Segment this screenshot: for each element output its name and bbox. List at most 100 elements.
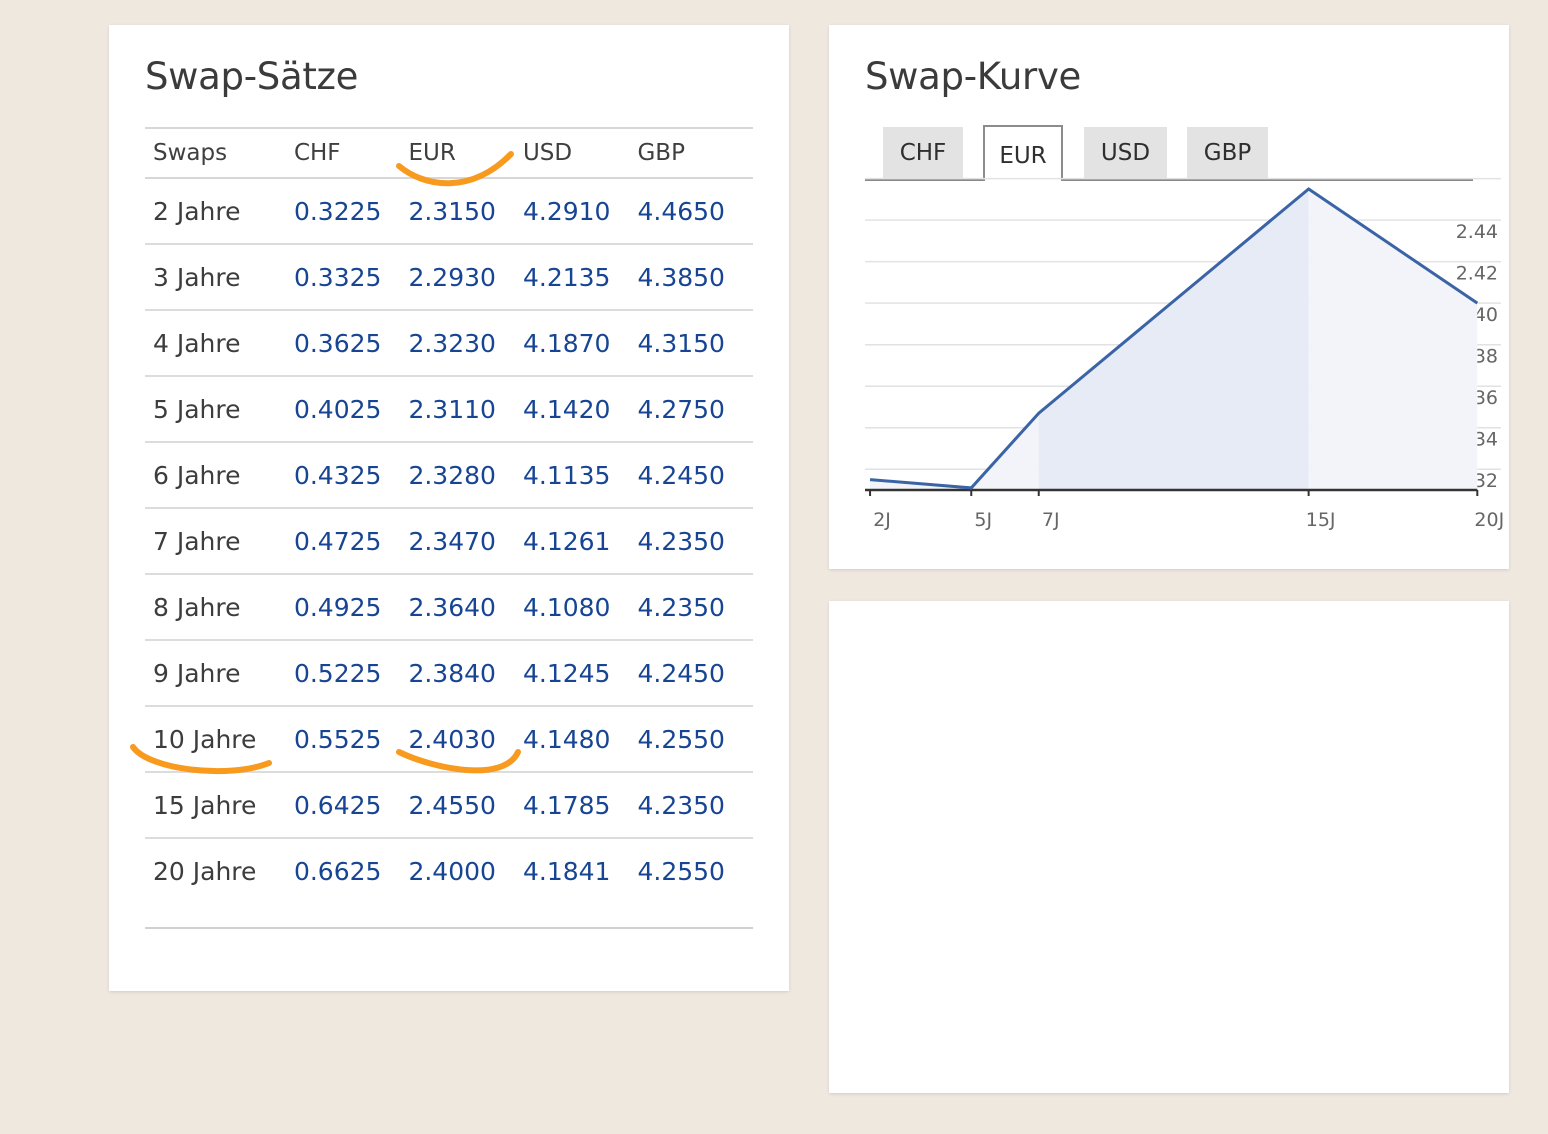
rate-cell-usd: 4.1135 [522, 460, 611, 490]
rate-cell-chf: 0.4725 [293, 526, 382, 556]
tab-usd[interactable]: USD [1084, 127, 1167, 179]
column-header-swaps: Swaps [153, 140, 228, 166]
table-row: 5 Jahre 0.4025 2.3110 4.1420 4.2750 [145, 376, 753, 442]
table-row: 15 Jahre 0.6425 2.4550 4.1785 4.2350 [145, 772, 753, 838]
swap-rates-table: Swaps CHF EUR USD GBP 2 Jahre 0.3225 2.315… [145, 127, 753, 904]
term-cell: 9 Jahre [153, 658, 241, 688]
tab-label: GBP [1203, 140, 1252, 166]
tab-eur[interactable]: EUR [983, 125, 1063, 181]
x-tick-label: 20J [1474, 509, 1504, 531]
table-row: 6 Jahre 0.4325 2.3280 4.1135 4.2450 [145, 442, 753, 508]
rate-cell-eur: 2.3150 [408, 196, 496, 226]
rate-cell-chf: 0.6625 [293, 857, 382, 886]
currency-tabs: CHF EUR USD GBP [865, 125, 1473, 181]
swap-curve-line [869, 187, 1479, 490]
rate-cell-chf: 0.3325 [293, 262, 382, 292]
x-tick-label: 15J [1306, 509, 1336, 531]
tab-chf[interactable]: CHF [883, 127, 963, 179]
column-header-chf: CHF [293, 140, 341, 166]
rate-cell-gbp: 4.2550 [637, 724, 725, 754]
panel-title: Swap-Kurve [865, 55, 1082, 98]
term-cell: 15 Jahre [153, 790, 257, 820]
table-header-row: Swaps CHF EUR USD GBP [145, 128, 753, 178]
rate-cell-eur: 2.3230 [408, 328, 496, 358]
term-cell: 20 Jahre [153, 857, 257, 886]
rate-cell-gbp: 4.2450 [637, 658, 725, 688]
area-segment [1038, 189, 1309, 490]
rate-cell-gbp: 4.3850 [637, 262, 725, 292]
rate-cell-usd: 4.1841 [522, 857, 611, 886]
tab-gbp[interactable]: GBP [1187, 127, 1268, 179]
column-header-eur: EUR [408, 140, 456, 166]
table-row: 7 Jahre 0.4725 2.3470 4.1261 4.2350 [145, 508, 753, 574]
x-tick-label: 2J [873, 509, 891, 531]
term-cell: 6 Jahre [153, 460, 241, 490]
swap-rates-panel: Swap-Sätze Swaps CHF EUR USD GBP 2 Jahre… [109, 25, 789, 991]
y-tick-label: 2.42 [1456, 263, 1498, 285]
rate-cell-eur: 2.4000 [408, 857, 496, 886]
column-header-gbp: GBP [637, 140, 685, 166]
empty-panel [829, 601, 1509, 1093]
table-row: 4 Jahre 0.3625 2.3230 4.1870 4.3150 [145, 310, 753, 376]
term-cell: 8 Jahre [153, 592, 241, 622]
rate-cell-gbp: 4.2350 [637, 592, 725, 622]
rate-cell-eur: 2.4030 [408, 724, 496, 754]
rate-cell-gbp: 4.2350 [637, 526, 725, 556]
rate-cell-chf: 0.3625 [293, 328, 382, 358]
x-tick-label: 5J [974, 509, 992, 531]
rate-cell-chf: 0.4025 [293, 394, 382, 424]
rate-cell-gbp: 4.4650 [637, 196, 725, 226]
rate-cell-usd: 4.2910 [522, 196, 611, 226]
rate-cell-chf: 0.3225 [293, 196, 382, 226]
tab-label: EUR [999, 143, 1047, 169]
rate-cell-chf: 0.4925 [293, 592, 382, 622]
table-row: 3 Jahre 0.3325 2.2930 4.2135 4.3850 [145, 244, 753, 310]
rate-cell-usd: 4.1261 [522, 526, 611, 556]
rate-cell-gbp: 4.3150 [637, 328, 725, 358]
rate-cell-eur: 2.3470 [408, 526, 496, 556]
term-cell: 4 Jahre [153, 328, 241, 358]
rate-cell-chf: 0.5225 [293, 658, 382, 688]
rate-cell-chf: 0.5525 [293, 724, 382, 754]
table-row: 8 Jahre 0.4925 2.3640 4.1080 4.2350 [145, 574, 753, 640]
rate-cell-usd: 4.1245 [522, 658, 611, 688]
term-cell: 5 Jahre [153, 394, 241, 424]
rate-cell-usd: 4.1785 [522, 790, 611, 820]
rate-cell-chf: 0.6425 [293, 790, 382, 820]
term-cell: 3 Jahre [153, 262, 241, 292]
rate-cell-eur: 2.3640 [408, 592, 496, 622]
table-row: 10 Jahre 0.5525 2.4030 4.1480 4.2550 [145, 706, 753, 772]
term-cell: 10 Jahre [153, 724, 257, 754]
table-row: 9 Jahre 0.5225 2.3840 4.1245 4.2450 [145, 640, 753, 706]
table-body: 2 Jahre 0.3225 2.3150 4.2910 4.4650 3 Jahre 0.… [145, 178, 753, 904]
rate-cell-gbp: 4.2350 [637, 790, 725, 820]
rate-cell-eur: 2.3110 [408, 394, 496, 424]
rate-cell-eur: 2.3840 [408, 658, 496, 688]
table-bottom-divider [145, 927, 753, 929]
rate-cell-usd: 4.2135 [522, 262, 611, 292]
area-segment [1308, 189, 1478, 490]
rate-cell-usd: 4.1080 [522, 592, 611, 622]
table-row: 20 Jahre 0.6625 2.4000 4.1841 4.2550 [145, 838, 753, 904]
rate-cell-eur: 2.2930 [408, 262, 496, 292]
panel-title: Swap-Sätze [145, 55, 359, 98]
term-cell: 2 Jahre [153, 196, 241, 226]
swap-curve-panel: Swap-Kurve CHF EUR USD GBP 2.322.342.362… [829, 25, 1509, 569]
rate-cell-gbp: 4.2450 [637, 460, 725, 490]
rate-cell-gbp: 4.2550 [637, 857, 725, 886]
rate-cell-eur: 2.3280 [408, 460, 496, 490]
table-row: 2 Jahre 0.3225 2.3150 4.2910 4.4650 [145, 178, 753, 244]
y-tick-label: 2.44 [1456, 221, 1498, 243]
rate-cell-usd: 4.1870 [522, 328, 611, 358]
term-cell: 7 Jahre [153, 526, 241, 556]
column-header-usd: USD [522, 140, 573, 166]
tab-label: USD [1100, 140, 1151, 166]
x-tick-label: 7J [1042, 509, 1060, 531]
rate-cell-usd: 4.1480 [522, 724, 611, 754]
rate-cell-gbp: 4.2750 [637, 394, 725, 424]
tab-label: CHF [899, 140, 947, 166]
rate-cell-chf: 0.4325 [293, 460, 382, 490]
rate-cell-usd: 4.1420 [522, 394, 611, 424]
rate-cell-eur: 2.4550 [408, 790, 496, 820]
